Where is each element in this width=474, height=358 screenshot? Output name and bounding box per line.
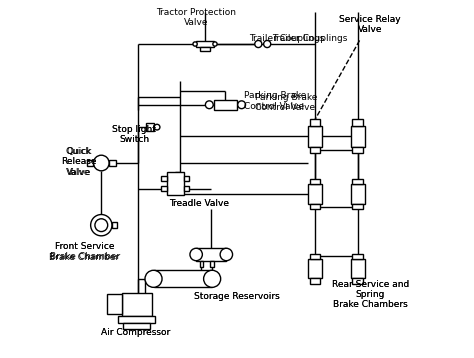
Bar xyxy=(214,100,237,110)
Text: Tractor Protection
Valve: Tractor Protection Valve xyxy=(156,8,236,27)
Text: Service Relay
Valve: Service Relay Valve xyxy=(339,15,401,34)
Text: Storage Reservoirs: Storage Reservoirs xyxy=(194,292,280,301)
Bar xyxy=(310,253,320,259)
Bar xyxy=(146,123,154,131)
Circle shape xyxy=(205,101,213,109)
Text: Parking Brake
Control Valve: Parking Brake Control Valve xyxy=(255,93,317,112)
Bar xyxy=(123,323,150,329)
Bar xyxy=(353,279,363,284)
Bar xyxy=(351,259,365,279)
Text: Trailer Couplings: Trailer Couplings xyxy=(249,34,325,43)
Bar xyxy=(353,119,363,126)
Circle shape xyxy=(190,248,202,261)
Bar xyxy=(310,204,320,209)
Circle shape xyxy=(93,155,109,171)
Bar xyxy=(353,147,363,154)
Text: Treadle Valve: Treadle Valve xyxy=(170,199,229,208)
Bar xyxy=(161,186,167,192)
Text: Rear Service and
Spring
Brake Chambers: Rear Service and Spring Brake Chambers xyxy=(332,280,409,309)
Bar xyxy=(87,160,93,166)
Bar xyxy=(196,248,227,261)
Bar xyxy=(200,47,210,51)
Text: Front Service
Brake Chamber: Front Service Brake Chamber xyxy=(49,242,119,262)
Text: Stop light
Switch: Stop light Switch xyxy=(112,125,156,144)
Circle shape xyxy=(204,270,221,287)
Circle shape xyxy=(213,42,217,46)
Text: Air Compressor: Air Compressor xyxy=(101,328,170,337)
Bar xyxy=(210,261,214,267)
Text: Treadle Valve: Treadle Valve xyxy=(170,199,229,208)
Text: Storage Reservoirs: Storage Reservoirs xyxy=(194,292,280,301)
Bar xyxy=(161,176,167,182)
Bar xyxy=(310,279,320,284)
Text: Quick
Release
Valve: Quick Release Valve xyxy=(61,147,96,177)
Bar xyxy=(167,172,184,195)
Bar xyxy=(200,261,203,267)
Circle shape xyxy=(264,40,271,48)
Text: Stop light
Switch: Stop light Switch xyxy=(112,125,156,144)
Text: Quick
Release
Valve: Quick Release Valve xyxy=(61,147,97,177)
Bar xyxy=(184,186,189,192)
Text: Parking Brake
Control Valve: Parking Brake Control Valve xyxy=(244,91,307,111)
Bar xyxy=(353,204,363,209)
Circle shape xyxy=(145,270,162,287)
Circle shape xyxy=(193,42,197,46)
Circle shape xyxy=(255,40,262,48)
Bar xyxy=(310,179,320,184)
Bar xyxy=(109,160,116,166)
Bar xyxy=(196,41,214,47)
Bar xyxy=(107,294,121,314)
Circle shape xyxy=(95,219,108,232)
Bar xyxy=(310,147,320,154)
Bar xyxy=(353,179,363,184)
Circle shape xyxy=(91,214,112,236)
Bar xyxy=(308,259,322,279)
Text: Service Relay
Valve: Service Relay Valve xyxy=(339,15,401,34)
Bar xyxy=(353,253,363,259)
Text: Rear Service and
Spring
Brake Chambers: Rear Service and Spring Brake Chambers xyxy=(332,280,409,309)
Bar xyxy=(184,176,189,182)
Text: Trailer Couplings: Trailer Couplings xyxy=(273,34,348,43)
Bar xyxy=(154,270,212,287)
Bar xyxy=(351,184,365,204)
Circle shape xyxy=(220,248,233,261)
Circle shape xyxy=(237,101,246,109)
Bar xyxy=(351,126,365,147)
Bar xyxy=(118,316,155,323)
Text: Air Compressor: Air Compressor xyxy=(101,328,170,337)
Bar xyxy=(112,222,117,228)
Bar xyxy=(308,184,322,204)
Bar xyxy=(308,126,322,147)
Bar xyxy=(310,119,320,126)
Circle shape xyxy=(154,124,160,130)
Bar xyxy=(121,293,152,316)
Text: Front Service
Brake Chamber: Front Service Brake Chamber xyxy=(50,242,120,261)
